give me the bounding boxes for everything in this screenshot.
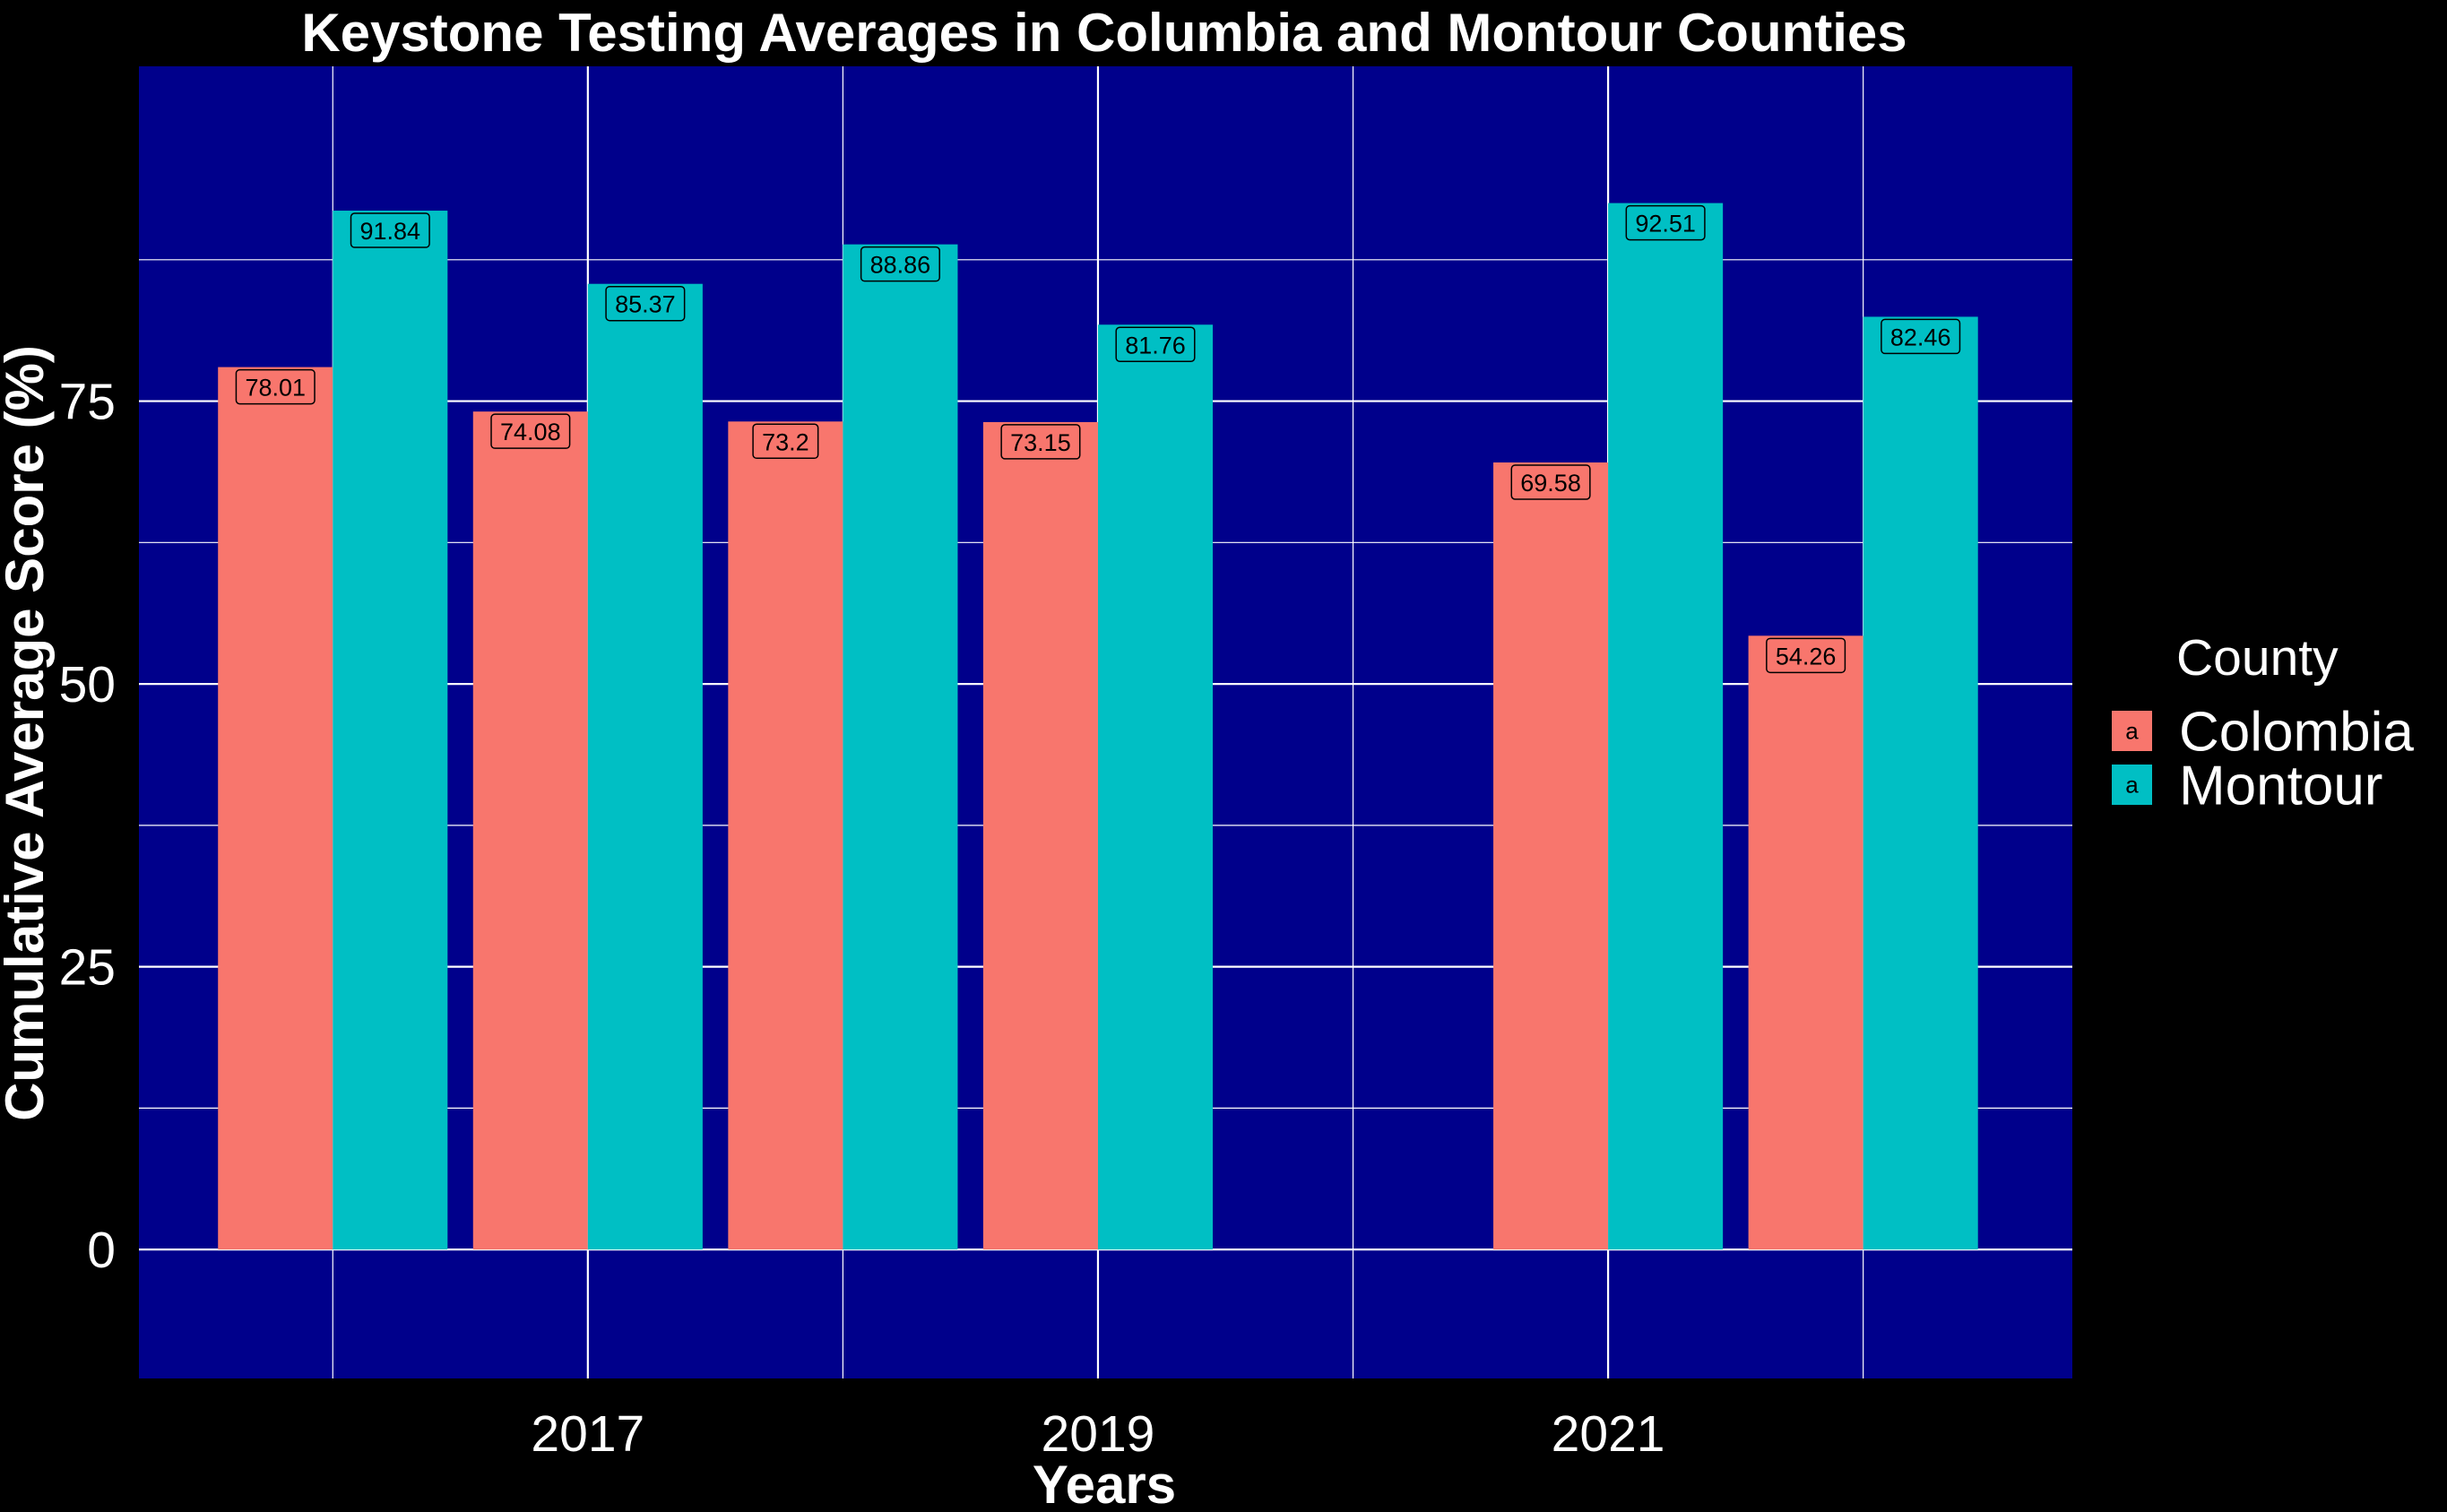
data-label-colombia-2021: 69.58 [1520,470,1581,497]
y-axis-ticks: 0 25 50 75 [59,374,116,1280]
data-label-montour-2016: 91.84 [360,218,421,245]
data-label-box-montour-2022 [1881,318,1961,355]
bar-colombia-2018 [728,421,843,1250]
data-label-montour-2021: 92.51 [1635,211,1696,238]
x-tick-label: 2021 [1552,1405,1665,1463]
data-label-box-montour-2016 [350,212,430,248]
data-label-colombia-2022: 54.26 [1776,643,1837,670]
data-label-montour-2019: 81.76 [1125,332,1186,359]
data-label-box-colombia-2018 [752,423,819,460]
legend-items: a Colombia a Montour [2112,702,2414,817]
bar-montour-2022 [1863,316,1978,1250]
data-label-box-colombia-2022 [1766,637,1846,674]
data-label-box-colombia-2017 [490,413,571,449]
legend-key-montour [2112,765,2152,805]
data-label-colombia-2016: 78.01 [245,375,306,402]
bar-montour-2018 [843,244,958,1250]
data-label-box-montour-2019 [1115,326,1196,363]
data-label-box-montour-2017 [605,285,686,322]
legend-title: County [2176,629,2339,687]
bar-montour-2019 [1097,324,1214,1250]
x-axis-ticks: 2017 2019 2021 [531,1405,1664,1463]
legend-key-glyph: a [2125,772,2139,799]
x-tick-label: 2017 [531,1405,644,1463]
data-label-montour-2018: 88.86 [870,252,931,279]
y-tick-label: 25 [59,939,116,997]
x-tick-label: 2019 [1042,1405,1155,1463]
y-tick-label: 75 [59,374,116,431]
legend: County a Colombia a Montour [2112,629,2414,817]
bar-montour-2017 [587,283,703,1250]
data-label-colombia-2018: 73.2 [762,428,809,455]
bar-colombia-2016 [218,367,333,1250]
x-axis-title: Years [1033,1455,1176,1508]
bars [218,203,1978,1250]
data-label-box-colombia-2021 [1510,464,1591,500]
data-labels: 78.01 74.08 73.2 73.15 69.58 54.26 91.84 85.37 8… [235,204,1961,674]
legend-key-glyph: a [2125,718,2139,745]
data-label-box-montour-2021 [1625,204,1706,241]
bar-montour-2016 [333,211,448,1250]
legend-label-montour: Montour [2179,756,2382,817]
data-label-montour-2017: 85.37 [615,291,676,318]
y-tick-label: 0 [87,1222,116,1279]
bar-montour-2021 [1608,203,1724,1250]
legend-label-colombia: Colombia [2179,702,2414,764]
chart-title: Keystone Testing Averages in Columbia an… [301,3,1907,63]
data-label-box-colombia-2019 [1000,424,1081,460]
bar-colombia-2022 [1748,635,1863,1250]
bar-colombia-2019 [982,421,1098,1250]
data-label-colombia-2019: 73.15 [1010,429,1071,456]
data-label-box-montour-2018 [860,246,940,282]
y-axis-title: Cumulative Average Score (%) [0,345,55,1121]
data-label-montour-2022: 82.46 [1890,324,1951,350]
legend-key-colombia [2112,711,2152,751]
data-label-colombia-2017: 74.08 [500,419,561,445]
data-label-box-colombia-2016 [235,368,316,405]
bar-colombia-2021 [1493,462,1609,1250]
bar-colombia-2017 [472,411,588,1250]
y-tick-label: 50 [59,656,116,713]
